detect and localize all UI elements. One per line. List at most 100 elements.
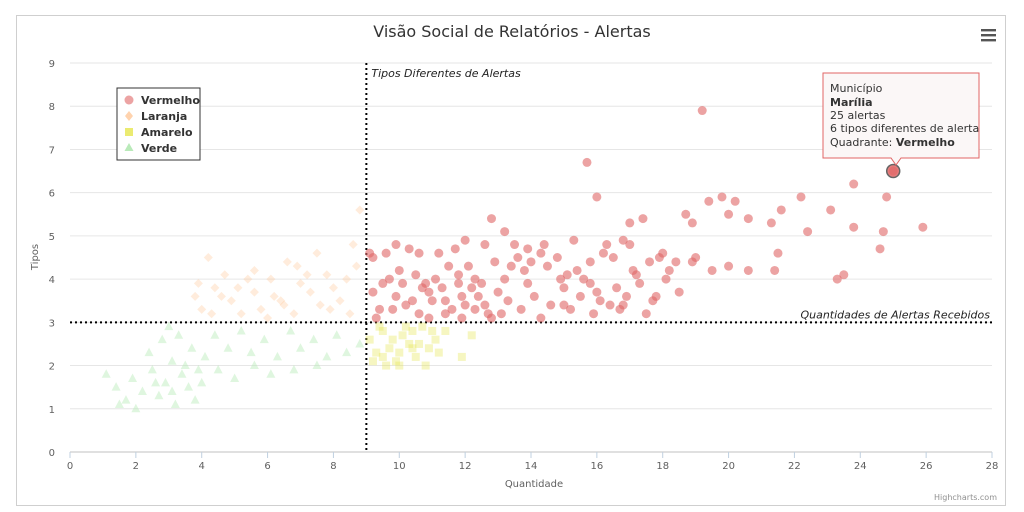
data-point-vermelho	[398, 278, 408, 288]
legend-item-amarelo[interactable]: Amarelo	[125, 126, 193, 139]
data-point-vermelho	[664, 265, 674, 275]
data-point-vermelho	[585, 278, 595, 288]
data-point-laranja	[282, 257, 292, 267]
data-point-laranja	[207, 309, 217, 319]
data-point-vermelho	[490, 257, 500, 267]
legend-item-vermelho[interactable]: Vermelho	[124, 94, 201, 107]
data-point-laranja	[335, 296, 345, 306]
data-point-verde	[167, 356, 177, 365]
x-tick-label: 0	[67, 461, 73, 472]
data-point-vermelho	[579, 274, 589, 284]
data-point-laranja	[249, 265, 259, 275]
data-point-verde	[190, 395, 200, 404]
data-point-verde	[223, 343, 233, 352]
data-point-vermelho	[628, 265, 638, 275]
y-tick-label: 9	[49, 59, 55, 70]
data-point-verde	[197, 377, 207, 387]
data-point-vermelho	[480, 240, 490, 250]
data-point-laranja	[190, 291, 200, 301]
data-point-vermelho	[707, 265, 717, 275]
data-point-vermelho	[434, 248, 444, 258]
data-point-vermelho	[388, 304, 398, 314]
y-tick-label: 7	[49, 145, 55, 156]
data-point-vermelho	[526, 257, 536, 267]
data-point-laranja	[279, 300, 289, 310]
data-point-amarelo	[401, 322, 410, 331]
data-point-verde	[167, 386, 177, 395]
data-point-vermelho	[375, 304, 385, 314]
data-point-laranja	[296, 278, 305, 288]
data-point-vermelho	[592, 192, 602, 202]
data-point-vermelho	[618, 235, 628, 245]
data-point-amarelo	[382, 361, 391, 370]
data-point-vermelho	[542, 261, 552, 271]
data-point-verde	[210, 330, 220, 339]
data-point-vermelho	[424, 313, 434, 323]
legend-item-verde[interactable]: Verde	[124, 142, 178, 155]
data-point-vermelho	[572, 265, 582, 275]
horizontal-plot-line-label: Quantidades de Alertas Recebidos	[800, 308, 990, 321]
data-point-vermelho	[519, 265, 529, 275]
tooltip: Município Marília 25 alertas 6 tipos dif…	[822, 72, 980, 166]
data-point-vermelho	[658, 248, 668, 258]
data-point-vermelho	[394, 265, 404, 275]
x-tick-label: 18	[656, 461, 669, 472]
data-point-laranja	[220, 270, 230, 280]
data-point-vermelho	[371, 313, 381, 323]
data-point-vermelho	[470, 304, 480, 314]
hamburger-menu-icon[interactable]	[978, 25, 998, 43]
data-point-vermelho	[444, 261, 454, 271]
data-point-vermelho	[875, 244, 885, 254]
data-point-verde	[200, 351, 210, 361]
data-point-vermelho	[776, 205, 786, 215]
legend-label: Verde	[141, 142, 177, 155]
x-tick-label: 8	[330, 461, 336, 472]
data-point-laranja	[328, 283, 338, 293]
data-point-verde	[322, 351, 332, 361]
data-point-vermelho	[539, 240, 549, 250]
data-point-vermelho	[605, 300, 615, 310]
data-point-laranja	[302, 270, 312, 280]
data-point-vermelho	[589, 309, 599, 319]
data-point-vermelho	[404, 244, 414, 254]
data-point-vermelho	[598, 248, 608, 258]
data-point-vermelho	[496, 309, 506, 319]
data-point-amarelo	[398, 331, 407, 340]
legend-label: Vermelho	[141, 94, 200, 107]
x-tick-label: 10	[393, 461, 406, 472]
data-point-verde	[160, 377, 170, 387]
data-point-laranja	[312, 248, 322, 258]
data-point-verde	[296, 343, 305, 352]
y-tick-label: 6	[49, 189, 55, 200]
data-point-vermelho	[440, 309, 450, 319]
data-point-amarelo	[428, 326, 437, 335]
data-point-vermelho	[483, 309, 493, 319]
data-point-vermelho	[414, 309, 424, 319]
credits[interactable]: Highcharts.com	[934, 493, 997, 502]
data-point-verde	[144, 347, 154, 357]
data-point-verde	[137, 386, 147, 395]
data-points	[101, 106, 928, 413]
data-point-amarelo	[421, 361, 430, 370]
data-point-laranja	[315, 300, 325, 310]
data-point-laranja	[210, 283, 220, 293]
legend-item-laranja[interactable]: Laranja	[125, 110, 187, 123]
data-point-amarelo	[388, 335, 397, 344]
data-point-laranja	[342, 274, 352, 284]
x-tick-label: 28	[986, 461, 999, 472]
data-point-vermelho	[440, 296, 450, 306]
data-point-verde	[355, 338, 365, 348]
data-point-vermelho	[697, 106, 707, 116]
data-point-vermelho	[559, 283, 569, 293]
data-point-verde	[154, 390, 164, 400]
data-point-verde	[157, 334, 167, 344]
data-point-amarelo	[372, 348, 381, 357]
data-point-vermelho	[569, 235, 579, 245]
data-point-amarelo	[411, 352, 420, 361]
data-point-vermelho	[687, 218, 697, 228]
data-point-vermelho	[773, 248, 783, 258]
data-point-verde	[230, 373, 240, 383]
data-point-vermelho	[625, 218, 635, 228]
data-point-vermelho	[796, 192, 806, 202]
y-tick-label: 0	[49, 448, 55, 459]
